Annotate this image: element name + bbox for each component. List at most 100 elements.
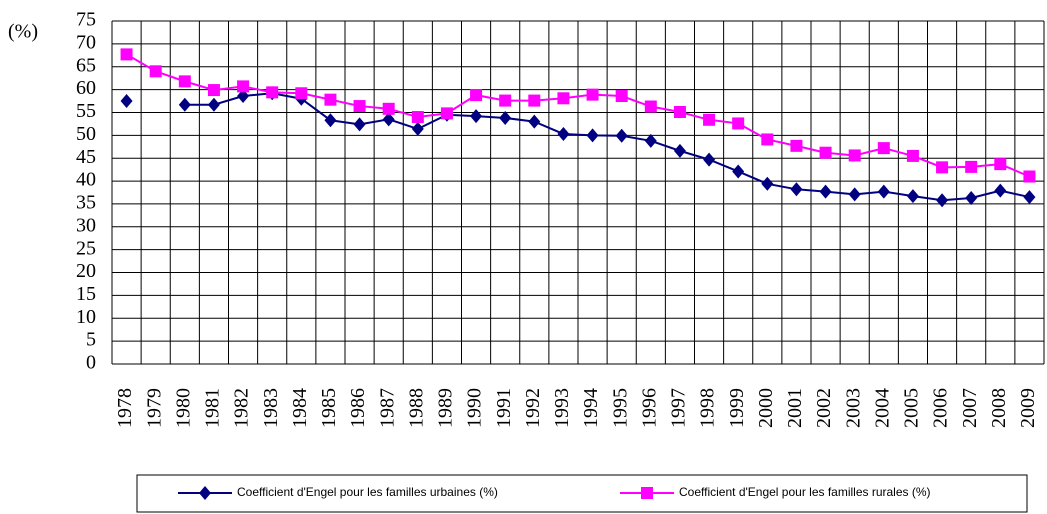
x-tick-label: 1999 — [726, 388, 748, 428]
point — [266, 86, 279, 99]
x-tick-label: 2004 — [871, 388, 893, 428]
y-tick-label: 65 — [76, 54, 96, 76]
y-tick-label: 50 — [76, 123, 96, 145]
x-tick-label: 1997 — [668, 388, 690, 428]
point — [324, 93, 337, 106]
point — [703, 152, 716, 167]
legend-label: Coefficient d'Engel pour les familles ru… — [679, 485, 931, 499]
y-tick-label: 25 — [76, 237, 96, 259]
point — [936, 193, 949, 208]
x-tick-label: 2003 — [842, 388, 864, 428]
x-tick-label: 1981 — [202, 388, 224, 428]
x-tick-label: 1978 — [114, 388, 136, 428]
x-tick-label: 2008 — [988, 388, 1010, 428]
x-tick-label: 1987 — [376, 388, 398, 428]
point — [207, 84, 220, 97]
y-tick-label: 15 — [76, 283, 96, 305]
point — [994, 183, 1007, 198]
point — [586, 88, 599, 101]
x-tick-label: 2009 — [1017, 388, 1039, 428]
point — [470, 109, 483, 124]
y-tick-label: 35 — [76, 192, 96, 214]
x-tick-label: 1996 — [638, 388, 660, 428]
point — [848, 149, 861, 162]
point — [382, 112, 395, 127]
point — [994, 158, 1007, 171]
x-tick-label: 1979 — [143, 388, 165, 428]
point — [324, 113, 337, 128]
x-tick-label: 1988 — [405, 388, 427, 428]
point — [382, 102, 395, 115]
x-tick-label: 1991 — [493, 388, 515, 428]
point — [557, 92, 570, 105]
point — [819, 146, 832, 159]
y-axis-label: (%) — [8, 21, 38, 43]
point — [411, 121, 424, 136]
point — [178, 97, 191, 112]
x-tick-label: 2001 — [784, 388, 806, 428]
x-tick-label: 1993 — [551, 388, 573, 428]
point — [586, 128, 599, 143]
point — [411, 111, 424, 124]
point — [965, 190, 978, 205]
y-tick-label: 75 — [76, 9, 96, 31]
point — [207, 97, 220, 112]
point — [703, 113, 716, 126]
point — [353, 117, 366, 132]
x-tick-label: 1998 — [697, 388, 719, 428]
point — [120, 48, 133, 61]
point — [528, 114, 541, 129]
x-tick-label: 1980 — [172, 388, 194, 428]
x-tick-label: 2007 — [959, 388, 981, 428]
point — [557, 126, 570, 141]
point — [848, 187, 861, 202]
point — [732, 164, 745, 179]
x-tick-label: 2006 — [930, 388, 952, 428]
y-tick-label: 45 — [76, 146, 96, 168]
point — [790, 139, 803, 152]
point — [237, 80, 250, 93]
x-tick-label: 1992 — [522, 388, 544, 428]
x-tick-label: 1989 — [435, 388, 457, 428]
x-tick-label: 2000 — [755, 388, 777, 428]
point — [1023, 170, 1036, 183]
x-tick-label: 1985 — [318, 388, 340, 428]
y-tick-label: 10 — [76, 306, 96, 328]
y-tick-label: 70 — [76, 31, 96, 53]
x-tick-label: 1995 — [609, 388, 631, 428]
y-tick-label: 0 — [86, 352, 96, 374]
point — [819, 184, 832, 199]
point — [295, 87, 308, 100]
y-tick-label: 30 — [76, 214, 96, 236]
x-tick-label: 1994 — [580, 388, 602, 428]
point — [761, 176, 774, 191]
point — [615, 90, 628, 103]
point — [906, 149, 919, 162]
legend-box — [136, 474, 1028, 513]
y-tick-label: 20 — [76, 260, 96, 282]
point — [644, 133, 657, 148]
point — [440, 107, 453, 120]
point — [120, 94, 133, 109]
point — [178, 75, 191, 88]
legend-label: Coefficient d'Engel pour les familles ur… — [237, 485, 498, 499]
point — [149, 65, 162, 78]
legend-marker — [199, 486, 211, 500]
point — [906, 189, 919, 204]
point — [644, 100, 657, 113]
point — [761, 133, 774, 146]
point — [790, 182, 803, 197]
point — [528, 94, 541, 107]
point — [732, 117, 745, 130]
point — [1023, 190, 1036, 205]
point — [499, 94, 512, 107]
point — [877, 184, 890, 199]
x-tick-label: 1982 — [231, 388, 253, 428]
legend-marker — [641, 487, 653, 499]
point — [877, 142, 890, 155]
x-tick-label: 2005 — [901, 388, 923, 428]
y-tick-label: 5 — [86, 329, 96, 351]
point — [615, 128, 628, 143]
point — [936, 161, 949, 174]
point — [470, 89, 483, 102]
